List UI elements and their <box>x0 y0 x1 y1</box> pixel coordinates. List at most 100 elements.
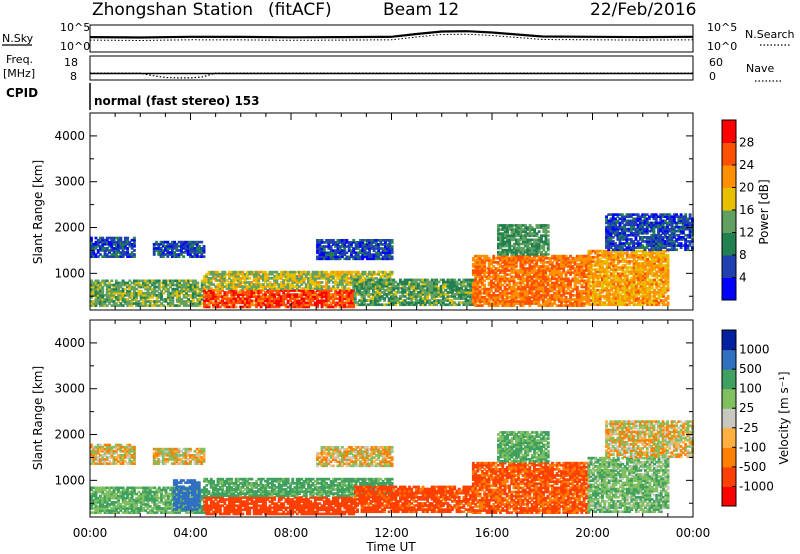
power-cell <box>295 277 299 280</box>
power-cell <box>159 253 163 256</box>
power-cell <box>105 255 109 258</box>
power-cell <box>439 295 443 298</box>
power-cell <box>345 305 349 309</box>
power-cell <box>275 283 279 286</box>
power-cell <box>478 277 482 281</box>
power-cell <box>209 277 213 280</box>
power-cell <box>99 238 102 242</box>
power-cell <box>490 261 493 264</box>
power-cell <box>291 270 295 274</box>
power-cell <box>103 283 107 287</box>
power-cell <box>121 287 125 291</box>
power-cell <box>345 283 349 286</box>
power-cell <box>378 303 382 307</box>
power-cell <box>471 291 475 295</box>
power-cell <box>374 247 378 250</box>
power-cell <box>501 304 505 307</box>
power-cell <box>227 281 231 284</box>
power-cell <box>286 270 290 274</box>
power-cell <box>221 289 225 292</box>
power-cell <box>362 301 366 304</box>
power-cell <box>448 284 452 288</box>
power-cell <box>164 281 168 285</box>
power-cell <box>499 269 502 272</box>
power-cell <box>316 301 319 305</box>
power-cell <box>385 278 389 282</box>
power-cell <box>369 303 373 307</box>
power-cell <box>117 238 120 242</box>
power-cell <box>103 247 107 250</box>
power-cell <box>455 280 459 284</box>
power-cell <box>490 302 493 305</box>
power-cell <box>279 277 283 280</box>
power-cell <box>234 297 238 301</box>
power-cell <box>480 258 484 262</box>
power-cell <box>423 301 427 304</box>
power-cell <box>322 293 326 296</box>
power-cell <box>169 285 172 289</box>
power-cell <box>203 275 206 278</box>
power-cell <box>341 299 344 303</box>
power-cell <box>252 272 256 276</box>
power-cell <box>291 293 295 296</box>
power-cell <box>237 299 240 303</box>
power-cell <box>160 304 163 307</box>
power-cell <box>345 297 349 301</box>
power-cell <box>350 272 353 276</box>
power-cell <box>112 238 116 242</box>
power-cell <box>214 299 218 303</box>
power-cell <box>268 293 272 296</box>
power-cell <box>370 275 374 278</box>
power-cell <box>499 296 502 299</box>
power-cell <box>412 288 416 292</box>
power-cell <box>377 245 381 248</box>
power-cell <box>273 289 277 292</box>
power-cell <box>257 295 261 298</box>
power-cell <box>387 301 391 304</box>
power-cell <box>261 285 265 288</box>
power-cell <box>353 295 357 298</box>
power-cell <box>392 284 396 288</box>
power-cell <box>225 279 229 282</box>
power-cell <box>396 301 400 304</box>
power-cell <box>126 236 130 240</box>
power-cell <box>352 255 356 259</box>
power-cell <box>173 294 177 297</box>
power-cell <box>387 297 391 300</box>
power-cell <box>110 291 114 295</box>
power-cell <box>99 236 102 240</box>
power-cell <box>386 243 390 246</box>
power-cell <box>313 272 317 276</box>
power-cell <box>216 275 220 278</box>
power-cell <box>380 297 384 300</box>
power-cell <box>487 267 491 270</box>
power-cell <box>476 261 480 264</box>
power-cell <box>255 303 258 307</box>
power-cell <box>255 283 258 286</box>
power-cell <box>384 255 387 259</box>
power-cell <box>383 288 387 292</box>
power-cell <box>469 280 472 284</box>
power-cell <box>185 302 188 305</box>
power-cell <box>189 296 193 299</box>
power-cell <box>207 285 211 288</box>
power-cell <box>309 285 313 288</box>
power-cell <box>433 278 436 282</box>
power-cell <box>501 283 505 287</box>
power-cell <box>471 287 475 291</box>
power-cell <box>460 286 463 290</box>
power-cell <box>381 249 385 252</box>
power-cell <box>284 289 288 292</box>
power-cell <box>448 280 452 284</box>
power-cell <box>492 291 496 295</box>
power-cell <box>405 282 409 286</box>
power-cell <box>453 284 457 288</box>
power-cell <box>90 302 93 305</box>
power-cell <box>388 257 392 261</box>
power-cell <box>332 277 335 280</box>
power-cell <box>374 272 378 276</box>
power-cell <box>270 270 274 274</box>
power-cell <box>203 291 206 294</box>
power-cell <box>259 289 263 292</box>
power-cell <box>318 291 322 294</box>
